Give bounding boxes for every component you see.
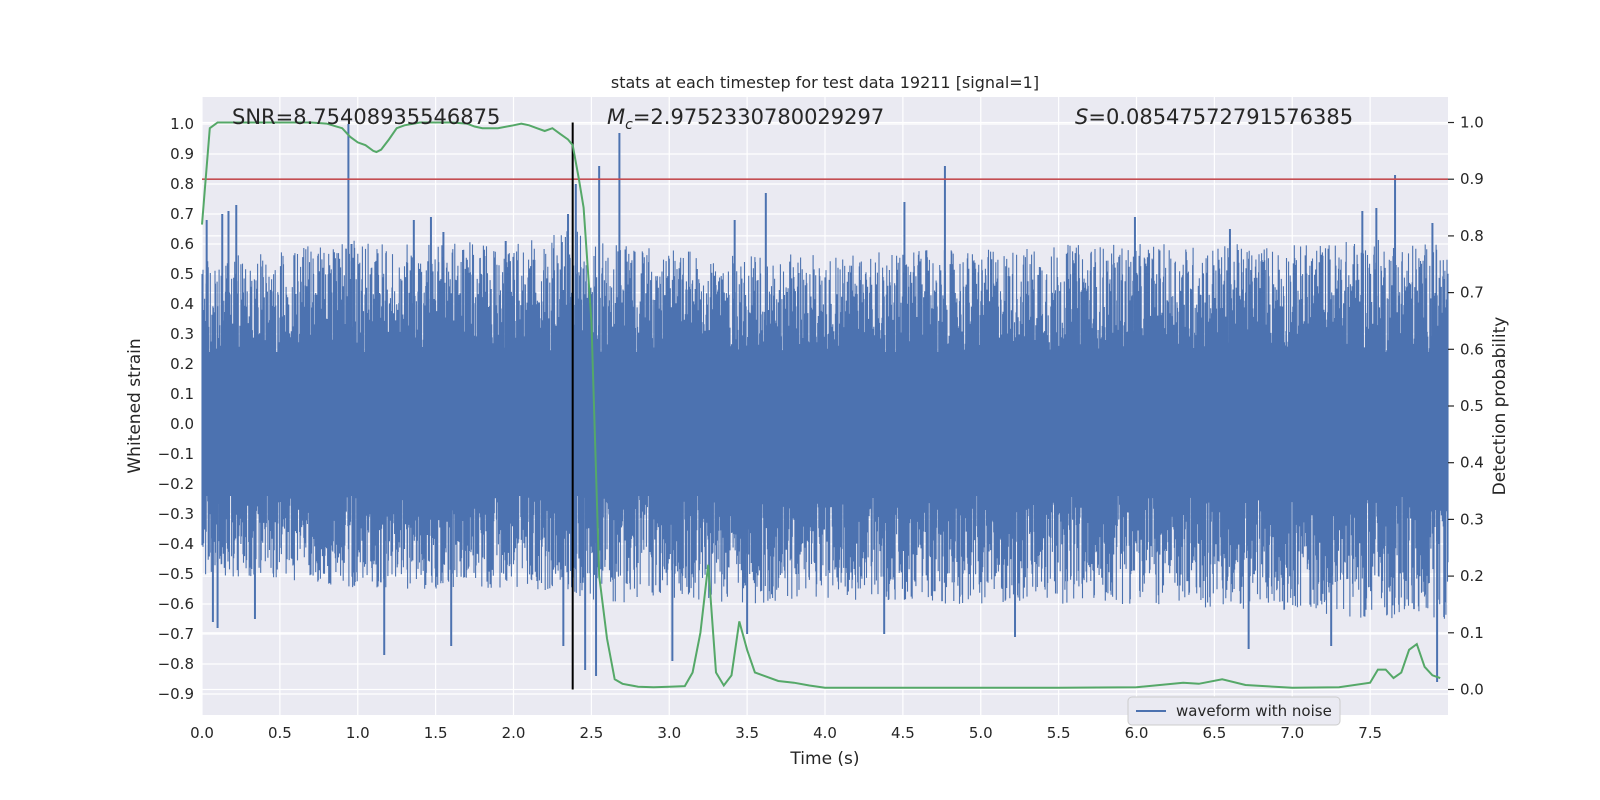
y-tick-label: 0.0 [170,415,194,433]
x-tick-label: 7.5 [1358,724,1382,742]
y-tick-label: 0.1 [170,385,194,403]
x-tick-label: 5.0 [969,724,993,742]
chirp-mass-annotation: Mc=2.9752330780029297 [607,105,884,133]
y-tick-label: −0.4 [158,535,194,553]
y-tick-label: 1.0 [170,115,194,133]
x-tick-label: 6.5 [1202,724,1226,742]
y2-tick-label: 0.2 [1460,567,1484,585]
y-tick-label: 0.5 [170,265,194,283]
x-tick-label: 3.5 [735,724,759,742]
legend: waveform with noise [1127,696,1341,726]
waveform-core [202,352,1448,496]
x-tick-label: 6.0 [1125,724,1149,742]
x-tick-label: 4.5 [891,724,915,742]
y2-tick-label: 0.4 [1460,454,1484,472]
y-tick-label: 0.3 [170,325,194,343]
s-annotation: S=0.08547572791576385 [1075,105,1353,129]
y-tick-label: −0.2 [158,475,194,493]
y2-tick-label: 0.9 [1460,170,1484,188]
y2-tick-label: 0.6 [1460,340,1484,358]
y2-tick-label: 0.1 [1460,624,1484,642]
y-tick-label: 0.2 [170,355,194,373]
chirp-mass-value: =2.9752330780029297 [633,105,884,129]
y-tick-label: −0.7 [158,625,194,643]
x-tick-label: 4.0 [813,724,837,742]
y-tick-label: 0.9 [170,145,194,163]
y2-tick-label: 0.0 [1460,680,1484,698]
y-tick-label: 0.4 [170,295,194,313]
x-tick-label: 0.5 [268,724,292,742]
x-tick-label: 0.0 [190,724,214,742]
x-tick-label: 5.5 [1047,724,1071,742]
x-tick-label: 1.5 [424,724,448,742]
x-axis-label: Time (s) [789,749,859,769]
left-y-ticks: 1.0 0.9 0.8 0.7 0.6 0.5 0.4 0.3 0.2 0.1 0.0 −0.1 −0.… [158,115,194,703]
x-tick-label: 1.0 [346,724,370,742]
s-symbol: S [1075,105,1088,129]
x-ticks: 0.0 0.5 1.0 1.5 2.0 2.5 3.0 3.5 4.0 4.5 5.0 5.5 6.0 6… [190,724,1382,742]
x-tick-label: 7.0 [1280,724,1304,742]
chirp-mass-subscript: c [625,117,633,133]
y-tick-label: 0.8 [170,175,194,193]
x-tick-label: 2.0 [502,724,526,742]
y2-tick-label: 0.8 [1460,227,1484,245]
y2-tick-label: 0.5 [1460,397,1484,415]
y-tick-label: −0.9 [158,685,194,703]
y-tick-label: −0.1 [158,445,194,463]
y2-tick-label: 0.7 [1460,284,1484,302]
y2-tick-label: 1.0 [1460,114,1484,132]
y-tick-label: 0.6 [170,235,194,253]
legend-box [1127,696,1341,726]
probability-line [201,121,1441,689]
y2-tick-label: 0.3 [1460,510,1484,528]
y2-axis-label: Detection probability [1490,317,1510,496]
y-tick-label: −0.8 [158,655,194,673]
chirp-mass-symbol: M [607,105,625,129]
x-tick-label: 2.5 [579,724,603,742]
snr-annotation: SNR=8.75408935546875 [232,105,500,129]
y-tick-label: −0.5 [158,565,194,583]
y-tick-label: −0.6 [158,595,194,613]
y-tick-label: −0.3 [158,505,194,523]
waveform-series [201,124,1449,682]
s-value: =0.08547572791576385 [1088,105,1353,129]
y-axis-label: Whitened strain [125,338,145,473]
x-tick-label: 3.0 [657,724,681,742]
legend-label: waveform with noise [1176,702,1332,720]
right-y-ticks: 1.0 0.9 0.8 0.7 0.6 0.5 0.4 0.3 0.2 0.1 0.0 [1448,114,1484,698]
chart-title: stats at each timestep for test data 192… [611,73,1039,92]
y-tick-label: 0.7 [170,205,194,223]
